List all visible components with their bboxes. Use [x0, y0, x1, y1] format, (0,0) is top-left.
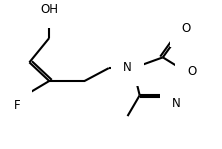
Text: OH: OH: [40, 3, 58, 16]
Text: N: N: [172, 97, 180, 110]
Text: N: N: [123, 61, 132, 74]
Text: O: O: [187, 65, 196, 78]
Text: F: F: [14, 99, 21, 112]
Text: O: O: [182, 22, 191, 35]
